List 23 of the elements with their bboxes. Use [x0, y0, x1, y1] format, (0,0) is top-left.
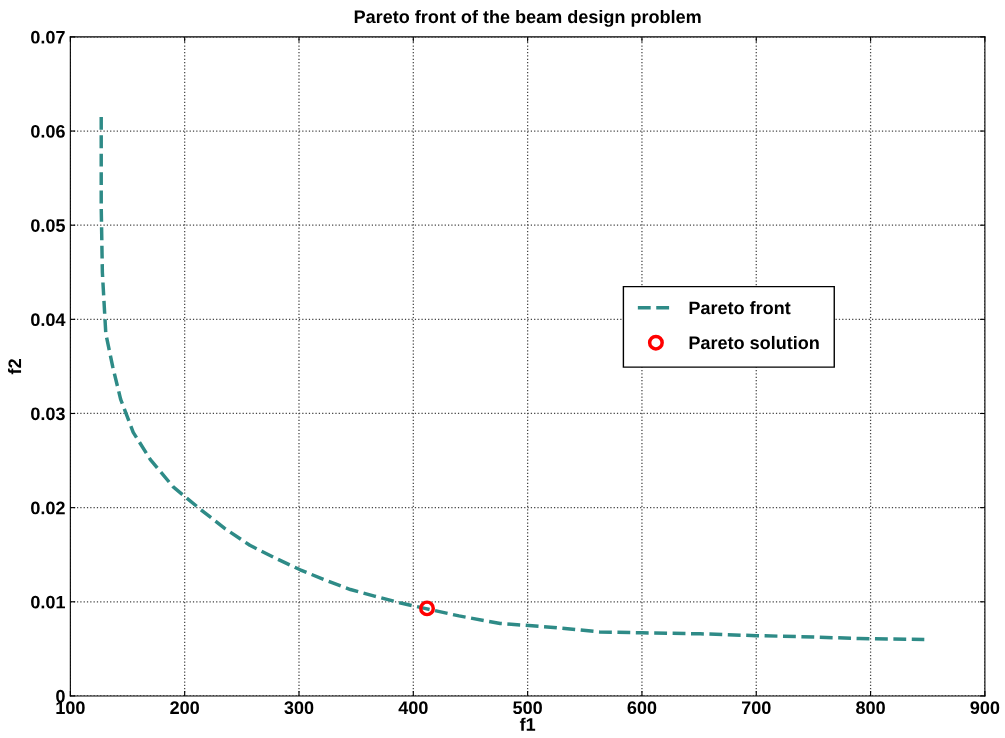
chart-title: Pareto front of the beam design problem [354, 9, 701, 27]
x-tick-label: 200 [170, 701, 199, 715]
y-tick-label: 0.03 [31, 407, 65, 421]
y-tick-label: 0.02 [31, 501, 65, 515]
y-tick-label: 0.05 [31, 219, 65, 232]
y-tick-label: 0.06 [31, 124, 65, 138]
y-axis-title: f2 [7, 359, 22, 375]
x-tick-label: 300 [284, 701, 314, 715]
x-tick-label: 800 [856, 701, 885, 715]
x-tick-label: 700 [741, 701, 771, 715]
y-tick-label: 0.07 [31, 30, 65, 44]
x-tick-label: 500 [513, 701, 542, 715]
legend-label: Pareto solution [689, 335, 819, 350]
y-tick-label: 0.04 [31, 313, 66, 327]
x-tick-label: 100 [56, 701, 85, 715]
x-tick-label: 400 [398, 701, 428, 715]
x-tick-label: 900 [970, 701, 1000, 715]
y-tick-label: 0.01 [31, 595, 65, 609]
line-series [99, 115, 927, 642]
x-axis-title: f1 [519, 717, 536, 731]
y-tick-label: 0 [56, 689, 65, 703]
x-tick-label: 600 [627, 701, 657, 715]
legend-label: Pareto front [689, 301, 791, 315]
